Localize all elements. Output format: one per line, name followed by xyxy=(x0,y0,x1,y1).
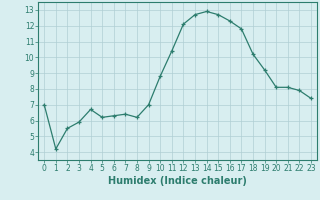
X-axis label: Humidex (Indice chaleur): Humidex (Indice chaleur) xyxy=(108,176,247,186)
